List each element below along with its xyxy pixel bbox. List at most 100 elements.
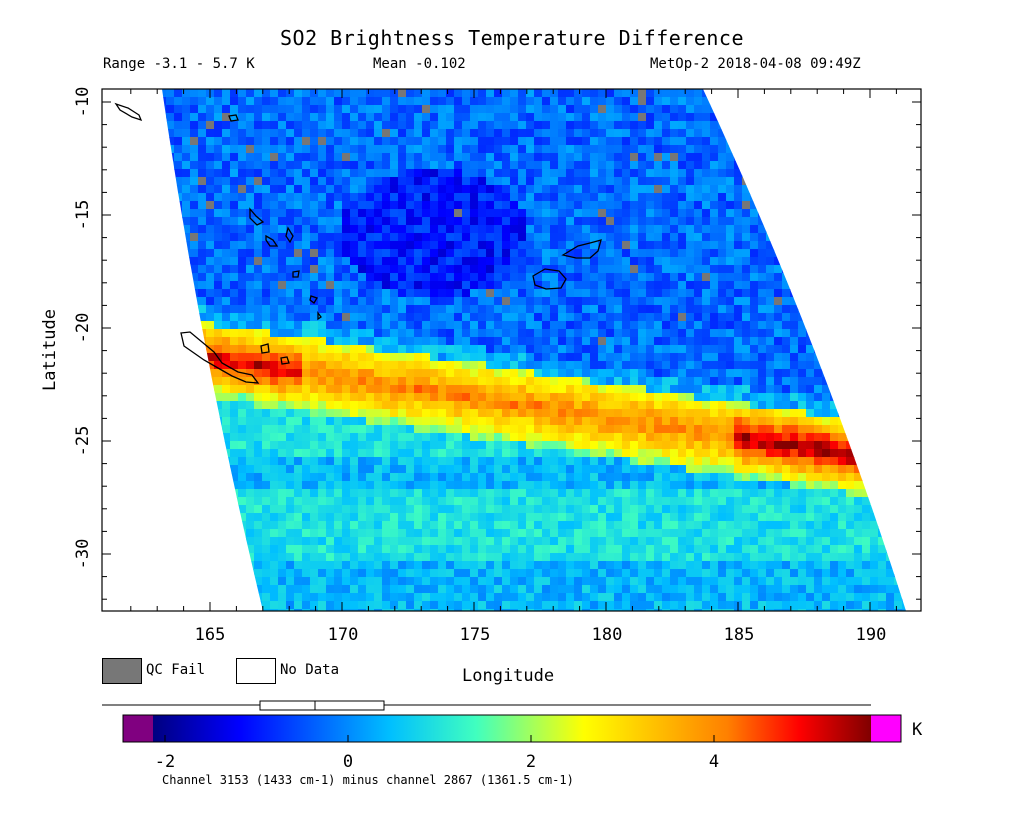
swath-cell	[462, 233, 471, 242]
swath-cell	[462, 137, 471, 146]
swath-cell	[382, 473, 391, 482]
swath-cell	[470, 457, 479, 466]
swath-cell	[174, 449, 183, 458]
swath-cell	[318, 121, 327, 130]
swath-cell	[582, 377, 591, 386]
swath-cell	[462, 265, 471, 274]
swath-cell	[390, 305, 399, 314]
swath-cell	[902, 433, 906, 442]
swath-cell	[886, 473, 895, 482]
swath-cell	[366, 497, 375, 506]
swath-cell	[454, 489, 463, 498]
brightness-temperature-swath	[150, 89, 906, 611]
swath-cell	[494, 353, 503, 362]
swath-cell	[334, 321, 343, 330]
swath-cell	[558, 385, 567, 394]
swath-cell	[518, 385, 527, 394]
swath-cell	[838, 305, 847, 314]
swath-cell	[470, 209, 479, 218]
swath-cell	[606, 161, 615, 170]
swath-cell	[214, 225, 223, 234]
swath-cell	[630, 265, 639, 274]
swath-cell	[702, 265, 711, 274]
swath-cell	[246, 289, 255, 298]
swath-cell	[318, 145, 327, 154]
swath-cell	[750, 297, 759, 306]
swath-cell	[366, 201, 375, 210]
swath-cell	[358, 449, 367, 458]
swath-cell	[758, 209, 767, 218]
swath-cell	[518, 369, 527, 378]
swath-cell	[478, 497, 487, 506]
swath-cell	[774, 265, 783, 274]
swath-cell	[214, 305, 223, 314]
swath-cell	[454, 89, 463, 98]
swath-cell	[422, 337, 431, 346]
swath-cell	[566, 489, 575, 498]
swath-cell	[366, 249, 375, 258]
swath-cell	[622, 89, 631, 98]
swath-cell	[622, 433, 631, 442]
swath-cell	[406, 369, 415, 378]
swath-cell	[462, 209, 471, 218]
swath-cell	[534, 377, 543, 386]
swath-cell	[310, 313, 319, 322]
swath-cell	[310, 153, 319, 162]
swath-cell	[334, 305, 343, 314]
swath-cell	[526, 337, 535, 346]
swath-cell	[774, 369, 783, 378]
swath-cell	[750, 425, 759, 434]
swath-cell	[150, 225, 159, 234]
swath-cell	[446, 369, 455, 378]
swath-cell	[182, 185, 191, 194]
swath-cell	[830, 489, 839, 498]
swath-cell	[438, 169, 447, 178]
swath-cell	[806, 409, 815, 418]
swath-cell	[438, 465, 447, 474]
swath-cell	[238, 465, 247, 474]
swath-cell	[838, 433, 847, 442]
swath-cell	[422, 281, 431, 290]
swath-cell	[838, 105, 847, 114]
swath-cell	[790, 153, 799, 162]
swath-cell	[878, 329, 887, 338]
swath-cell	[446, 97, 455, 106]
swath-cell	[390, 481, 399, 490]
swath-cell	[830, 265, 839, 274]
swath-cell	[878, 297, 887, 306]
swath-cell	[846, 425, 855, 434]
swath-cell	[310, 393, 319, 402]
swath-cell	[198, 185, 207, 194]
swath-cell	[670, 153, 679, 162]
swath-cell	[590, 201, 599, 210]
swath-cell	[566, 241, 575, 250]
swath-cell	[694, 489, 703, 498]
swath-cell	[166, 249, 175, 258]
swath-cell	[302, 417, 311, 426]
swath-cell	[590, 121, 599, 130]
swath-cell	[574, 329, 583, 338]
swath-cell	[162, 257, 167, 266]
swath-cell	[390, 297, 399, 306]
swath-cell	[838, 217, 847, 226]
swath-cell	[350, 217, 359, 226]
swath-cell	[582, 185, 591, 194]
swath-cell	[334, 457, 343, 466]
swath-cell	[766, 297, 775, 306]
swath-cell	[302, 121, 311, 130]
swath-cell	[494, 153, 503, 162]
swath-cell	[550, 489, 559, 498]
swath-cell	[246, 249, 255, 258]
swath-cell	[870, 313, 879, 322]
swath-cell	[494, 113, 503, 122]
swath-cell	[894, 233, 903, 242]
swath-cell	[630, 297, 639, 306]
swath-cell	[198, 393, 207, 402]
swath-cell	[526, 169, 535, 178]
swath-cell	[614, 89, 623, 98]
swath-cell	[462, 393, 471, 402]
swath-cell	[326, 241, 335, 250]
swath-cell	[446, 481, 455, 490]
swath-cell	[494, 265, 503, 274]
swath-cell	[630, 121, 639, 130]
